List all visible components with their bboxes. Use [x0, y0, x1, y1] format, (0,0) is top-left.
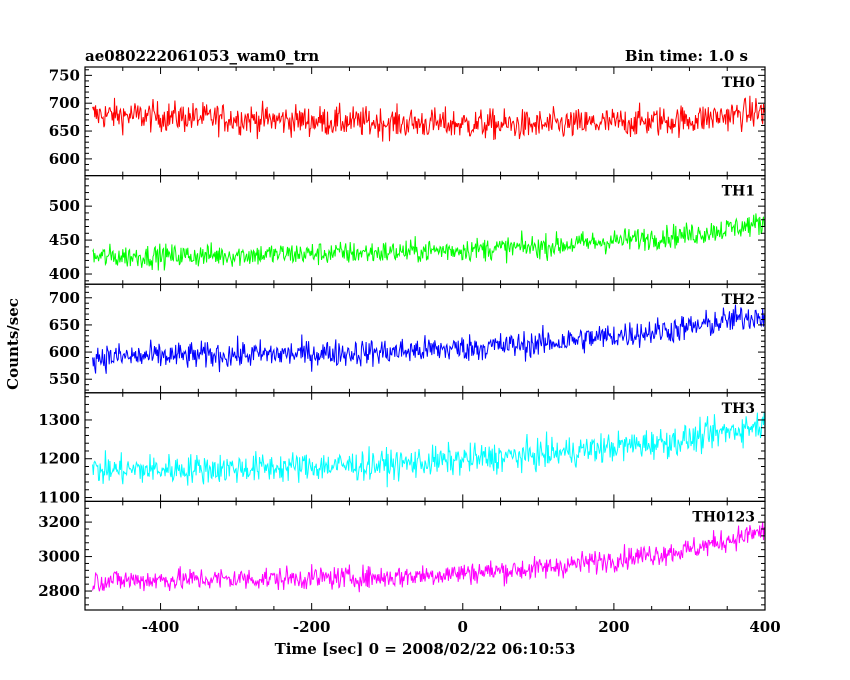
panel-th0: 600 650 700 750 TH0 [49, 66, 766, 177]
y-tick-label-th3: 1300 [38, 411, 80, 429]
x-tick-label: 200 [598, 618, 629, 636]
x-tick-label: -200 [293, 618, 331, 636]
x-tick-label: -400 [142, 618, 180, 636]
series-label-th1: TH1 [722, 184, 755, 200]
y-tick-label-th2: 700 [49, 289, 80, 307]
panel-th1: 400 450 500 TH1 [49, 175, 766, 285]
y-tick-label-th0: 750 [49, 66, 80, 84]
series-line-th0 [92, 95, 765, 142]
panel-frame-th1 [84, 175, 766, 285]
series-line-th1 [92, 213, 765, 271]
y-tick-label-th2: 650 [49, 316, 80, 334]
title-left: ae080222061053_wam0_trn [85, 47, 319, 65]
y-tick-label-th0: 650 [49, 122, 80, 140]
series-line-th0123 [92, 522, 765, 593]
y-tick-label-th1: 500 [49, 197, 80, 215]
series-label-th0123: TH0123 [692, 509, 755, 525]
x-tick-label: 0 [458, 618, 468, 636]
panel-th3: 1100 1200 1300 TH3 [38, 392, 766, 507]
series-line-th3 [92, 411, 765, 488]
y-axis-label: Counts/sec [4, 298, 22, 390]
y-tick-label-th3: 1200 [38, 450, 80, 468]
y-tick-label-th0: 600 [49, 150, 80, 168]
series-label-th2: TH2 [722, 292, 755, 308]
x-axis-label: Time [sec] 0 = 2008/02/22 06:10:53 [275, 640, 576, 658]
panels-group: 600 650 700 750 TH0 400 450 500 TH1 550 600 650 700 T… [38, 66, 780, 636]
y-tick-label-th0123: 2800 [38, 582, 80, 600]
series-line-th2 [92, 304, 765, 374]
y-tick-label-th1: 400 [49, 265, 80, 283]
series-label-th3: TH3 [722, 401, 755, 417]
series-label-th0: TH0 [722, 75, 756, 91]
title-right: Bin time: 1.0 s [625, 47, 748, 65]
x-tick-label: 400 [749, 618, 780, 636]
panel-th2: 550 600 650 700 TH2 [49, 283, 766, 394]
y-tick-label-th0123: 3000 [38, 548, 80, 566]
y-tick-label-th2: 600 [49, 343, 80, 361]
y-tick-label-th0123: 3200 [38, 513, 80, 531]
y-tick-label-th0: 700 [49, 94, 80, 112]
y-tick-label-th2: 550 [49, 370, 80, 388]
y-tick-label-th1: 450 [49, 231, 80, 249]
y-tick-label-th3: 1100 [38, 489, 80, 507]
panel-th0123: 2800 3000 3200 TH0123 [38, 500, 766, 611]
